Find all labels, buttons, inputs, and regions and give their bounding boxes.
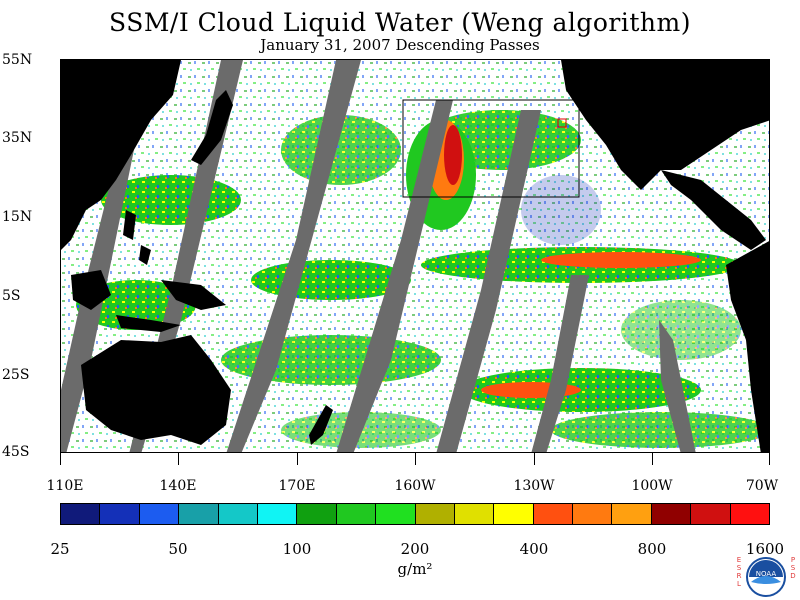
colorbar-segment: [100, 504, 140, 524]
colorbar-label-200: 200: [400, 540, 430, 558]
noaa-emblem-icon: NOAA: [746, 557, 786, 597]
colorbar-label-400: 400: [519, 540, 549, 558]
region-box: [402, 99, 580, 198]
colorbar-segment: [139, 504, 180, 524]
colorbar-units: g/m²: [397, 560, 433, 578]
colorbar-segment: [533, 504, 574, 524]
colorbar-segment: [218, 504, 258, 524]
colorbar-segment: [454, 504, 495, 524]
lon-tick: [60, 453, 61, 465]
lon-label-160w: 160W: [394, 478, 436, 494]
colorbar-segment: [297, 504, 337, 524]
map-title: SSM/I Cloud Liquid Water (Weng algorithm…: [109, 8, 691, 37]
cloud-water-map: [60, 59, 770, 453]
lat-label-45s: 45S: [2, 444, 30, 460]
lon-label-70w: 70W: [745, 478, 779, 494]
lon-tick: [652, 453, 653, 465]
colorbar-segment: [573, 504, 613, 524]
lon-label-130w: 130W: [513, 478, 555, 494]
colorbar-label-50: 50: [168, 540, 188, 558]
svg-text:NOAA: NOAA: [756, 570, 777, 578]
colorbar-segment: [415, 504, 455, 524]
lon-tick: [297, 453, 298, 465]
lat-label-55n: 55N: [2, 52, 33, 68]
colorbar-segment: [336, 504, 377, 524]
colorbar-segment: [257, 504, 298, 524]
lon-label-170e: 170E: [278, 478, 316, 494]
colorbar-label-800: 800: [637, 540, 667, 558]
lon-label-110e: 110E: [46, 478, 84, 494]
colorbar-segment: [651, 504, 692, 524]
colorbar-segment: [494, 504, 534, 524]
lat-label-5s: 5S: [2, 288, 21, 304]
colorbar-segment: [61, 504, 101, 524]
lon-label-100w: 100W: [631, 478, 673, 494]
colorbar-segment: [612, 504, 652, 524]
colorbar-segment: [691, 504, 731, 524]
colorbar-label-100: 100: [282, 540, 312, 558]
lon-tick: [534, 453, 535, 465]
lat-label-35n: 35N: [2, 130, 33, 146]
map-canvas: [61, 60, 769, 452]
red-marker-box: [557, 118, 567, 128]
map-subtitle: January 31, 2007 Descending Passes: [260, 36, 540, 54]
color-scale-bar: [60, 503, 770, 525]
lat-label-25s: 25S: [2, 367, 30, 383]
lon-tick: [769, 453, 770, 465]
colorbar-segment: [179, 504, 219, 524]
colorbar-label-1600: 1600: [745, 540, 785, 558]
lat-label-15n: 15N: [2, 209, 33, 225]
lon-tick: [178, 453, 179, 465]
colorbar-label-25: 25: [50, 540, 70, 558]
colorbar-segment: [730, 504, 770, 524]
lon-label-140e: 140E: [159, 478, 197, 494]
land-masses: [61, 60, 769, 452]
colorbar-segment: [376, 504, 416, 524]
lon-tick: [415, 453, 416, 465]
